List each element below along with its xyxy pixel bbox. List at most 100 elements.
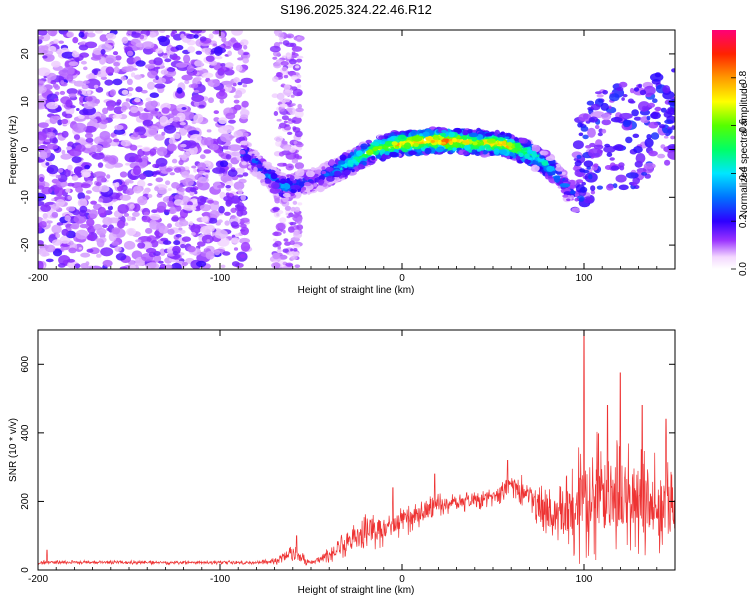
- heatmap-cell: [158, 260, 164, 264]
- heatmap-cell: [282, 140, 288, 145]
- heatmap-cell: [471, 136, 478, 142]
- heatmap-cell: [69, 105, 76, 109]
- heatmap-cell: [89, 118, 98, 125]
- heatmap-cell: [230, 215, 236, 219]
- heatmap-cell: [527, 149, 533, 153]
- heatmap-cell: [242, 52, 250, 56]
- heatmap-cell: [504, 136, 510, 139]
- heatmap-cell: [531, 145, 541, 153]
- heatmap-cell: [419, 143, 425, 148]
- heatmap-cell: [208, 97, 214, 104]
- heatmap-cell: [236, 202, 245, 212]
- heatmap-cell: [104, 79, 114, 86]
- heatmap-cell: [209, 143, 219, 151]
- heatmap-cell: [173, 133, 181, 140]
- heatmap-cell: [556, 163, 561, 168]
- heatmap-cell: [663, 111, 672, 118]
- heatmap-cell: [107, 217, 121, 224]
- heatmap-cell: [163, 53, 168, 56]
- heatmap-cell: [126, 65, 135, 72]
- heatmap-cell: [178, 227, 183, 231]
- heatmap-cell: [47, 30, 58, 37]
- heatmap-cell: [135, 239, 142, 243]
- heatmap-cell: [182, 261, 188, 266]
- heatmap-cell: [55, 199, 65, 207]
- heatmap-cell: [221, 36, 227, 43]
- heatmap-cell: [67, 195, 72, 200]
- heatmap-cell: [285, 262, 294, 267]
- heatmap-cell: [240, 226, 249, 236]
- heatmap-cell: [583, 196, 593, 204]
- heatmap-cell: [441, 129, 447, 134]
- heatmap-cell: [45, 131, 56, 139]
- heatmap-cell: [141, 215, 151, 223]
- heatmap-cell: [98, 198, 104, 203]
- heatmap-cell: [66, 182, 75, 187]
- heatmap-cell: [266, 167, 270, 170]
- heatmap-cell: [356, 146, 362, 152]
- heatmap-cell: [225, 112, 236, 120]
- heatmap-cell: [149, 219, 157, 226]
- heatmap-cell: [138, 112, 149, 120]
- heatmap-cell: [459, 150, 463, 155]
- heatmap-cell: [137, 179, 146, 188]
- heatmap-cell: [318, 175, 325, 181]
- heatmap-cell: [147, 70, 158, 79]
- heatmap-cell: [233, 181, 245, 190]
- snr-x-label: Height of straight line (km): [298, 585, 415, 596]
- heatmap-cell: [347, 160, 354, 168]
- heatmap-cell: [276, 72, 283, 78]
- heatmap-cell: [149, 92, 159, 98]
- heatmap-cell: [225, 154, 232, 160]
- heatmap-cell: [60, 181, 69, 187]
- heatmap-cell: [213, 46, 223, 56]
- heatmap-cell: [274, 135, 284, 142]
- heatmap-cell: [289, 58, 297, 65]
- heatmap-cell: [351, 169, 355, 173]
- heatmap-cell: [71, 175, 79, 181]
- snr-x-ticks: -200 -100 0 100: [28, 330, 676, 585]
- heatmap-cell: [218, 125, 233, 135]
- heatmap-cell: [147, 183, 153, 186]
- heatmap-cell: [52, 239, 63, 246]
- heatmap-cell: [309, 180, 315, 184]
- heatmap-cell: [59, 90, 66, 95]
- heatmap-cell: [240, 114, 249, 120]
- heatmap-cell: [463, 144, 471, 151]
- heatmap-cell: [601, 119, 612, 126]
- heatmap-cell: [273, 212, 281, 218]
- heatmap-cell: [189, 187, 197, 193]
- colorbar-tick-label: 0.4: [738, 166, 749, 180]
- heatmap-cell: [51, 198, 55, 202]
- heatmap-cell: [622, 120, 631, 128]
- heatmap-cell: [264, 164, 273, 169]
- heatmap-cell: [171, 182, 180, 189]
- heatmap-cell: [316, 185, 325, 193]
- heatmap-cell: [185, 140, 197, 149]
- heatmap-cell: [531, 164, 540, 172]
- heatmap-cell: [650, 111, 659, 119]
- heatmap-cell: [310, 167, 316, 171]
- heatmap-cell: [282, 192, 291, 198]
- snr-y-label: SNR (10 * v/v): [8, 418, 19, 482]
- heatmap-cell: [45, 244, 56, 253]
- heatmap-cell: [51, 211, 59, 218]
- heatmap-cell: [641, 172, 648, 176]
- heatmap-cell: [90, 200, 97, 205]
- heatmap-cell: [287, 118, 292, 121]
- heatmap-cell: [600, 102, 609, 111]
- heatmap-cell: [499, 132, 504, 136]
- colorbar-tick-label: 0.6: [738, 118, 749, 132]
- heatmap-cell: [241, 100, 249, 108]
- heatmap-cell: [71, 156, 82, 164]
- heatmap-cell: [278, 151, 285, 157]
- heatmap-cell: [373, 146, 380, 150]
- heatmap-cell: [129, 203, 135, 209]
- heatmap-cell: [296, 179, 301, 183]
- heatmap-cell: [618, 81, 628, 88]
- heatmap-cell: [38, 240, 44, 246]
- heatmap-cell: [111, 227, 121, 235]
- heatmap-cell: [256, 172, 265, 179]
- heatmap-cell: [151, 171, 161, 175]
